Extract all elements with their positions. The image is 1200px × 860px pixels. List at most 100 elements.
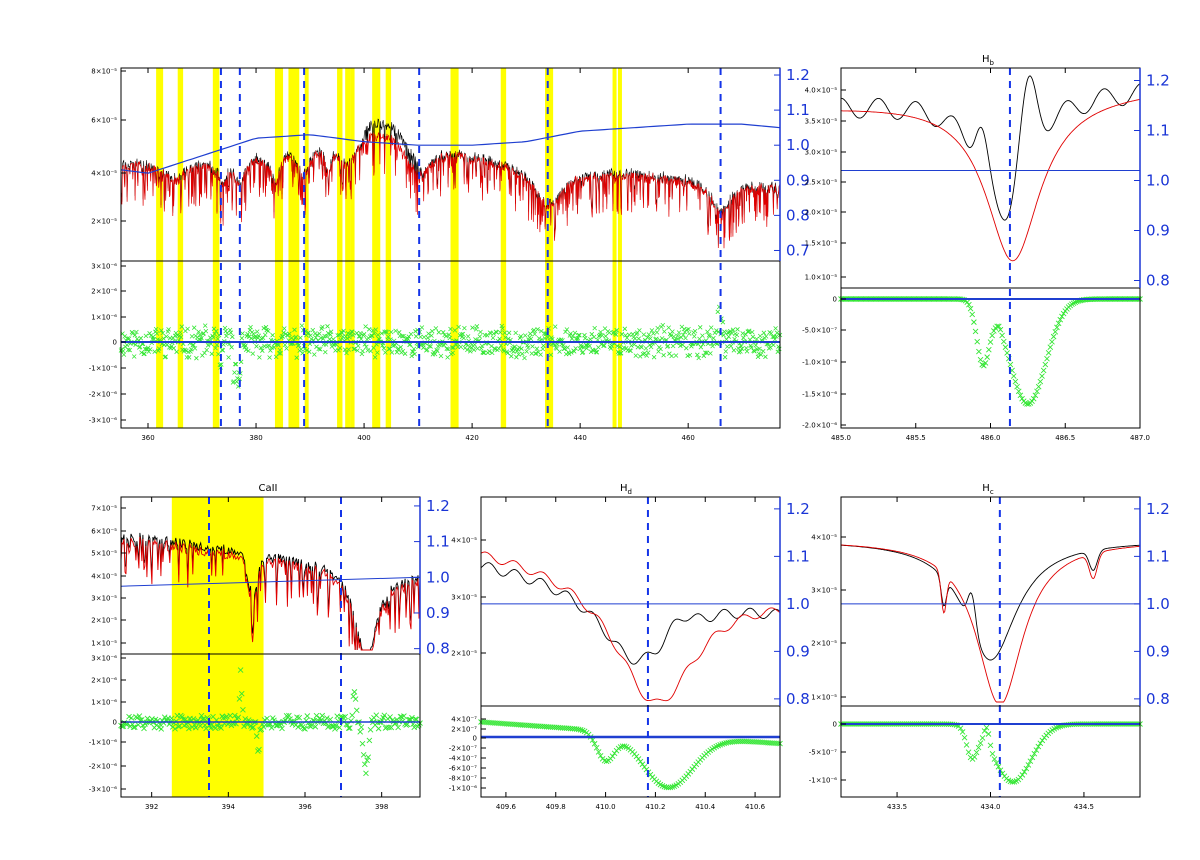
residual-point — [130, 724, 137, 731]
mask-region — [171, 497, 264, 797]
y-tick-label: -8×10⁻⁷ — [449, 775, 477, 783]
residual-point — [498, 330, 503, 335]
residual-point — [328, 329, 334, 334]
residual-point — [342, 347, 348, 352]
right-tick-label: 1.0 — [1146, 595, 1170, 613]
residual-point — [726, 334, 731, 339]
right-tick-label: 1.2 — [1146, 72, 1170, 90]
y-tick-label: 2.5×10⁻⁵ — [805, 179, 838, 187]
residual-point — [265, 328, 271, 334]
residual-point — [182, 716, 189, 723]
residual-point — [505, 350, 510, 356]
residual-point — [205, 343, 211, 348]
residual-point — [771, 342, 776, 348]
residual-point — [577, 332, 582, 338]
residual-point — [599, 333, 605, 338]
residual-point — [964, 299, 971, 305]
residual-point — [317, 331, 322, 336]
residual-point — [591, 334, 597, 340]
residual-point — [209, 351, 215, 357]
full-residual-plot — [118, 304, 783, 389]
hdelta-title: Hd — [620, 483, 632, 496]
residual-point — [744, 349, 750, 354]
residual-point — [336, 724, 343, 731]
residual-point — [509, 353, 514, 359]
residual-point — [367, 726, 374, 733]
residual-point — [186, 725, 192, 732]
residual-point — [1060, 310, 1067, 317]
residual-point — [985, 731, 992, 737]
residual-point — [362, 342, 368, 347]
residual-point — [528, 336, 534, 342]
residual-point — [503, 335, 508, 340]
residual-point — [412, 716, 419, 722]
model-spectrum-line — [841, 98, 1141, 262]
x-tick-label: 396 — [298, 803, 312, 811]
residual-point — [465, 347, 470, 353]
residual-point — [211, 335, 216, 340]
residual-point — [735, 327, 740, 332]
residual-point — [1040, 367, 1047, 374]
residual-point — [425, 335, 431, 341]
y-tick-label: 4×10⁻⁵ — [811, 534, 837, 542]
residual-point — [128, 715, 135, 721]
residual-point — [665, 343, 671, 349]
residual-point — [1019, 772, 1026, 778]
full-line-markers — [219, 68, 722, 428]
hgamma-top-frame — [840, 496, 1141, 707]
residual-point — [550, 336, 555, 342]
residual-point — [185, 326, 190, 332]
y-tick-label: -2.0×10⁻⁶ — [802, 422, 837, 430]
y-tick-label: -6×10⁻⁷ — [449, 765, 477, 773]
y-tick-label: 2×10⁻⁵ — [811, 640, 837, 648]
residual-point — [963, 742, 970, 748]
residual-point — [667, 784, 674, 791]
residual-point — [126, 347, 131, 353]
residual-point — [465, 334, 471, 339]
residual-point — [379, 331, 384, 336]
residual-point — [131, 724, 138, 731]
residual-point — [564, 327, 570, 332]
residual-point — [516, 352, 521, 357]
residual-point — [369, 333, 374, 338]
residual-point — [1025, 762, 1032, 768]
residual-point — [192, 346, 198, 351]
residual-point — [987, 742, 994, 749]
y-tick-label: 6×10⁻⁵ — [91, 528, 117, 536]
residual-point — [375, 350, 380, 355]
residual-point — [252, 335, 257, 340]
residual-point — [312, 352, 317, 357]
residual-point — [966, 301, 972, 308]
residual-point — [143, 333, 149, 339]
residual-point — [703, 350, 708, 355]
mask-region — [372, 68, 381, 428]
residual-point — [156, 346, 162, 351]
x-tick-label: 433.5 — [887, 803, 907, 811]
residual-point — [180, 716, 186, 723]
residual-point — [596, 333, 602, 339]
mask-region — [177, 68, 184, 428]
residual-point — [145, 345, 151, 351]
residual-point — [462, 325, 467, 331]
residual-point — [561, 342, 566, 348]
residual-point — [772, 337, 778, 342]
residual-point — [443, 333, 449, 339]
residual-point — [696, 355, 701, 361]
residual-point — [279, 725, 285, 732]
residual-point — [587, 343, 592, 349]
residual-point — [498, 343, 504, 348]
residual-point — [197, 337, 202, 342]
residual-point — [253, 733, 260, 739]
residual-point — [372, 331, 377, 336]
x-tick-label: 410.6 — [745, 803, 766, 811]
residual-point — [452, 328, 458, 333]
residual-point — [363, 770, 369, 777]
residual-point — [192, 724, 199, 731]
residual-point — [478, 329, 483, 335]
residual-point — [736, 345, 741, 351]
residual-point — [540, 346, 546, 352]
residual-point — [983, 724, 990, 731]
residual-point — [734, 332, 740, 338]
caii-residual-plot — [118, 667, 423, 777]
residual-point — [332, 726, 338, 732]
